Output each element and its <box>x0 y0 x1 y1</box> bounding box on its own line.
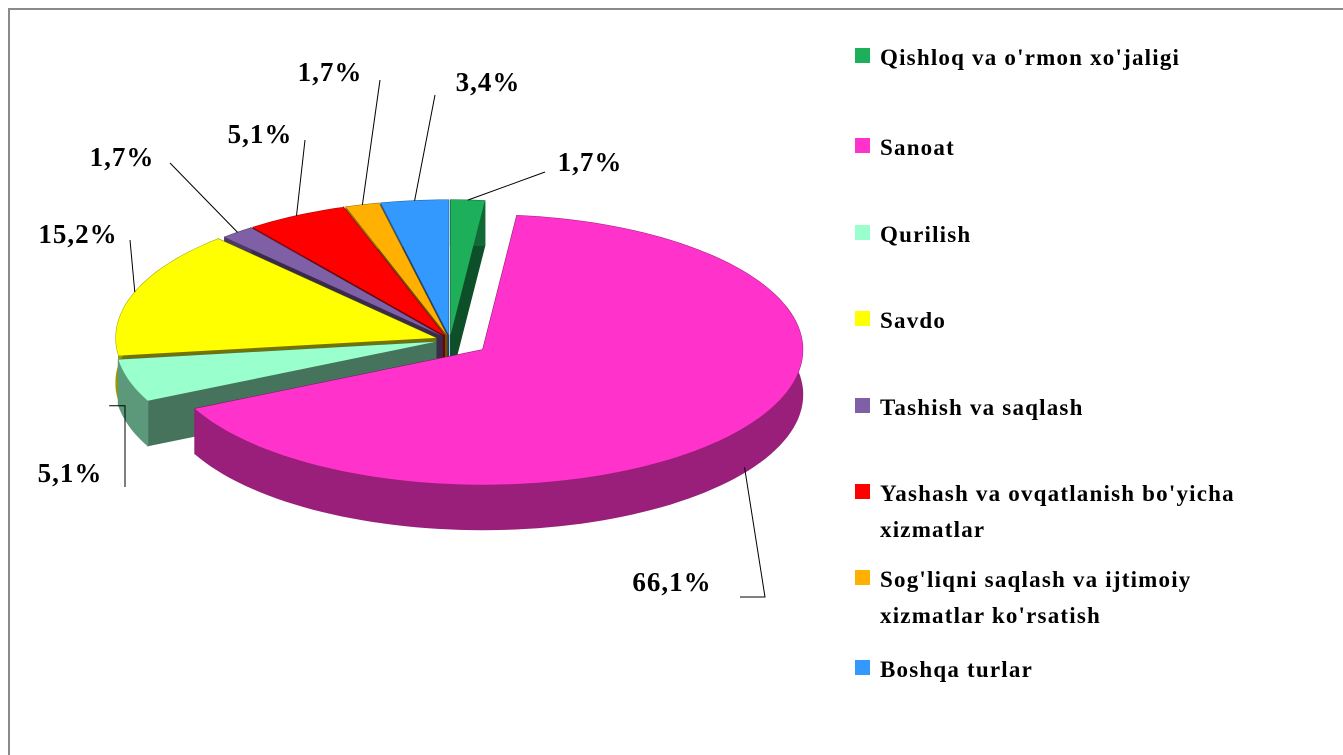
legend-swatch <box>855 398 870 413</box>
legend-label: Qurilish <box>880 222 972 247</box>
legend-swatch <box>855 311 870 326</box>
data-label: 3,4% <box>456 67 521 97</box>
data-label: 66,1% <box>632 567 711 597</box>
legend-label: Sog'liqni saqlash va ijtimoiy xizmatlar … <box>880 567 1192 628</box>
leader-line <box>169 162 238 233</box>
slice <box>118 341 436 401</box>
leader-line <box>109 405 126 487</box>
legend-item: Sanoat <box>855 130 1300 166</box>
slice <box>346 203 447 336</box>
slice <box>115 238 436 356</box>
leader-line <box>467 171 546 201</box>
legend-swatch <box>855 570 870 585</box>
legend-item: Boshqa turlar <box>855 652 1300 688</box>
legend-item: Qishloq va o'rmon xo'jaligi <box>855 40 1300 76</box>
leader-line <box>295 139 306 216</box>
data-label: 1,7% <box>90 142 155 172</box>
legend-item: Savdo <box>855 303 1300 339</box>
data-label: 5,1% <box>38 458 103 488</box>
legend-label: Tashish va saqlash <box>880 395 1084 420</box>
slice <box>224 227 443 337</box>
legend-item: Yashash va ovqatlanish bo'yicha xizmatla… <box>855 476 1300 548</box>
slice <box>450 199 485 335</box>
data-label: 1,7% <box>298 57 363 87</box>
slice <box>380 200 449 335</box>
legend-swatch <box>855 138 870 153</box>
data-label: 15,2% <box>38 219 117 249</box>
legend-label: Qishloq va o'rmon xo'jaligi <box>880 45 1181 70</box>
legend-swatch <box>855 484 870 499</box>
legend-label: Sanoat <box>880 135 955 160</box>
slice <box>253 207 445 336</box>
leader-line <box>361 79 381 205</box>
leader-line <box>129 239 136 293</box>
slice <box>194 215 803 485</box>
legend-swatch <box>855 225 870 240</box>
legend-item: Tashish va saqlash <box>855 390 1300 426</box>
data-label: 1,7% <box>558 147 623 177</box>
legend-swatch <box>855 660 870 675</box>
data-label: 5,1% <box>228 119 293 149</box>
legend-label: Yashash va ovqatlanish bo'yicha xizmatla… <box>880 481 1235 542</box>
frame <box>8 8 1343 755</box>
legend-swatch <box>855 48 870 63</box>
leader-line <box>740 467 766 598</box>
legend-label: Savdo <box>880 308 947 333</box>
legend-item: Sog'liqni saqlash va ijtimoiy xizmatlar … <box>855 562 1300 634</box>
legend-item: Qurilish <box>855 217 1300 253</box>
leader-line <box>414 94 436 201</box>
legend-label: Boshqa turlar <box>880 657 1033 682</box>
